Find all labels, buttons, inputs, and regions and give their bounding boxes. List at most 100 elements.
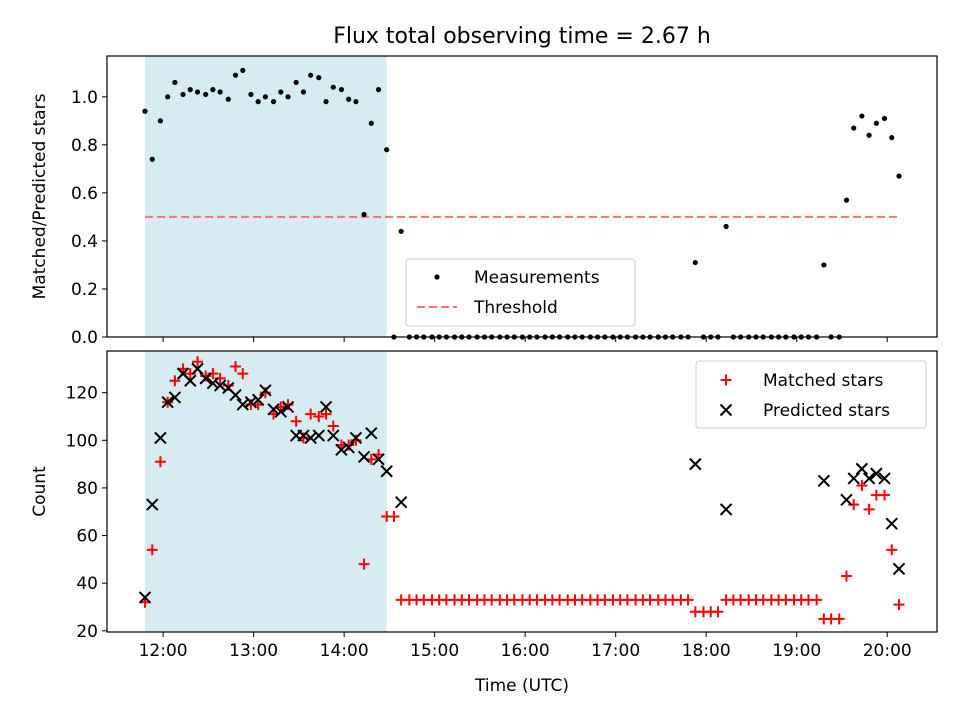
measurement-point bbox=[149, 156, 155, 162]
matched-star-point bbox=[154, 456, 166, 468]
measurement-point bbox=[232, 72, 239, 78]
predicted-star-point-b bbox=[236, 398, 249, 411]
predicted-star-point-b bbox=[154, 431, 167, 445]
predicted-star-point bbox=[372, 453, 385, 466]
predicted-star-point-b bbox=[191, 362, 204, 376]
predicted-star-point-b bbox=[176, 367, 190, 380]
measurement-point bbox=[866, 132, 872, 138]
matched-star-point bbox=[863, 503, 875, 515]
matched-star-point bbox=[388, 511, 400, 523]
y-tick-label: 20 bbox=[76, 622, 98, 642]
legend-measurements-marker bbox=[434, 274, 440, 280]
measurement-point bbox=[187, 87, 193, 93]
matched-star-point bbox=[833, 613, 845, 625]
predicted-star-point-b bbox=[206, 376, 220, 390]
shaded-span bbox=[145, 56, 387, 337]
measurement-point bbox=[859, 113, 865, 119]
measurement-point bbox=[375, 87, 382, 93]
measurement-point bbox=[368, 120, 374, 126]
legend-predicted-marker bbox=[719, 403, 733, 417]
matched-star-point bbox=[320, 408, 332, 420]
measurement-point bbox=[338, 87, 345, 93]
bottom-legend: Matched stars Predicted stars bbox=[695, 360, 927, 429]
bottom-x-ticks: 12:00 13:00 14:00 15:00 16:00 17:00 18:00 19:00… bbox=[139, 632, 912, 661]
predicted-star-point bbox=[154, 431, 167, 445]
y-tick-label: 60 bbox=[76, 527, 98, 547]
measurement-point bbox=[285, 94, 291, 100]
measurement-point bbox=[353, 99, 359, 105]
predicted-star-point-b bbox=[168, 391, 182, 404]
matched-star-point bbox=[682, 594, 694, 606]
predicted-star-point-b bbox=[892, 562, 906, 576]
y-tick-label: 100 bbox=[66, 431, 98, 451]
measurement-point bbox=[157, 118, 164, 124]
legend-cross-glyph-b bbox=[719, 403, 733, 417]
measurement-point bbox=[851, 125, 857, 131]
measurement-point bbox=[165, 94, 171, 100]
predicted-star-point-b bbox=[870, 467, 883, 480]
measurement-point bbox=[142, 108, 148, 114]
predicted-star-point-b bbox=[229, 388, 242, 402]
predicted-star-point-b bbox=[222, 381, 235, 395]
measurement-point bbox=[255, 99, 261, 105]
measurement-point bbox=[692, 259, 698, 266]
predicted-star-point bbox=[327, 429, 340, 442]
bottom-legend-box bbox=[695, 360, 927, 429]
x-tick-label: 16:00 bbox=[501, 641, 550, 661]
predicted-star-point bbox=[892, 562, 906, 576]
measurement-point bbox=[194, 89, 201, 95]
predicted-star-point-b bbox=[146, 498, 159, 511]
top-legend: Measurements Threshold bbox=[405, 258, 636, 327]
matched-star-point bbox=[856, 480, 868, 492]
predicted-star-point bbox=[855, 462, 869, 476]
measurement-point bbox=[323, 99, 329, 105]
x-tick-label: 13:00 bbox=[229, 641, 278, 661]
legend-cross-glyph bbox=[719, 403, 733, 417]
y-tick-label: 1.0 bbox=[71, 88, 98, 108]
measurement-point bbox=[346, 96, 352, 102]
measurement-point bbox=[308, 72, 314, 78]
top-y-ticks: 0.0 0.2 0.4 0.6 0.8 1.0 bbox=[71, 88, 107, 348]
predicted-star-point-b bbox=[335, 443, 348, 457]
y-tick-label: 80 bbox=[76, 479, 98, 499]
top-x-ticks bbox=[162, 337, 888, 342]
matched-star-point bbox=[712, 606, 724, 618]
measurement-point bbox=[240, 67, 246, 74]
predicted-star-point bbox=[335, 443, 348, 457]
predicted-star-point-b bbox=[862, 472, 876, 485]
y-tick-label: 120 bbox=[66, 384, 98, 404]
legend-plus-glyph bbox=[720, 374, 732, 386]
predicted-star-point bbox=[161, 395, 174, 409]
predicted-star-point-b bbox=[357, 450, 371, 464]
predicted-star-point-b bbox=[244, 395, 258, 409]
chart-title: Flux total observing time = 2.67 h bbox=[333, 24, 711, 49]
predicted-star-point-b bbox=[199, 372, 212, 385]
measurement-point bbox=[262, 94, 268, 100]
x-tick-label: 14:00 bbox=[320, 641, 369, 661]
measurement-point bbox=[821, 262, 827, 268]
matched-star-point bbox=[313, 410, 325, 422]
predicted-star-point-b bbox=[817, 474, 831, 487]
predicted-star-point-b bbox=[365, 426, 378, 440]
predicted-star-point-b bbox=[259, 384, 272, 397]
matched-star-point bbox=[886, 544, 898, 556]
predicted-star-point bbox=[342, 441, 355, 454]
predicted-star-point-b bbox=[304, 431, 317, 445]
matched-star-point bbox=[192, 356, 204, 368]
predicted-star-point bbox=[319, 400, 333, 414]
predicted-star-point bbox=[840, 493, 853, 507]
measurement-point bbox=[172, 79, 178, 86]
x-tick-label: 19:00 bbox=[772, 641, 821, 661]
x-axis-label: Time (UTC) bbox=[474, 676, 569, 696]
matched-star-point bbox=[879, 489, 891, 501]
y-tick-label: 0.4 bbox=[71, 232, 98, 252]
predicted-star-point bbox=[349, 431, 363, 445]
legend-matched-label: Matched stars bbox=[763, 371, 883, 391]
legend-matched-marker bbox=[720, 374, 732, 386]
top-legend-box bbox=[405, 258, 636, 327]
predicted-star-point bbox=[885, 517, 898, 530]
x-tick-label: 15:00 bbox=[410, 641, 459, 661]
predicted-star-point-b bbox=[885, 517, 898, 530]
predicted-star-point-b bbox=[342, 441, 355, 454]
legend-measurements-label: Measurements bbox=[474, 268, 600, 288]
